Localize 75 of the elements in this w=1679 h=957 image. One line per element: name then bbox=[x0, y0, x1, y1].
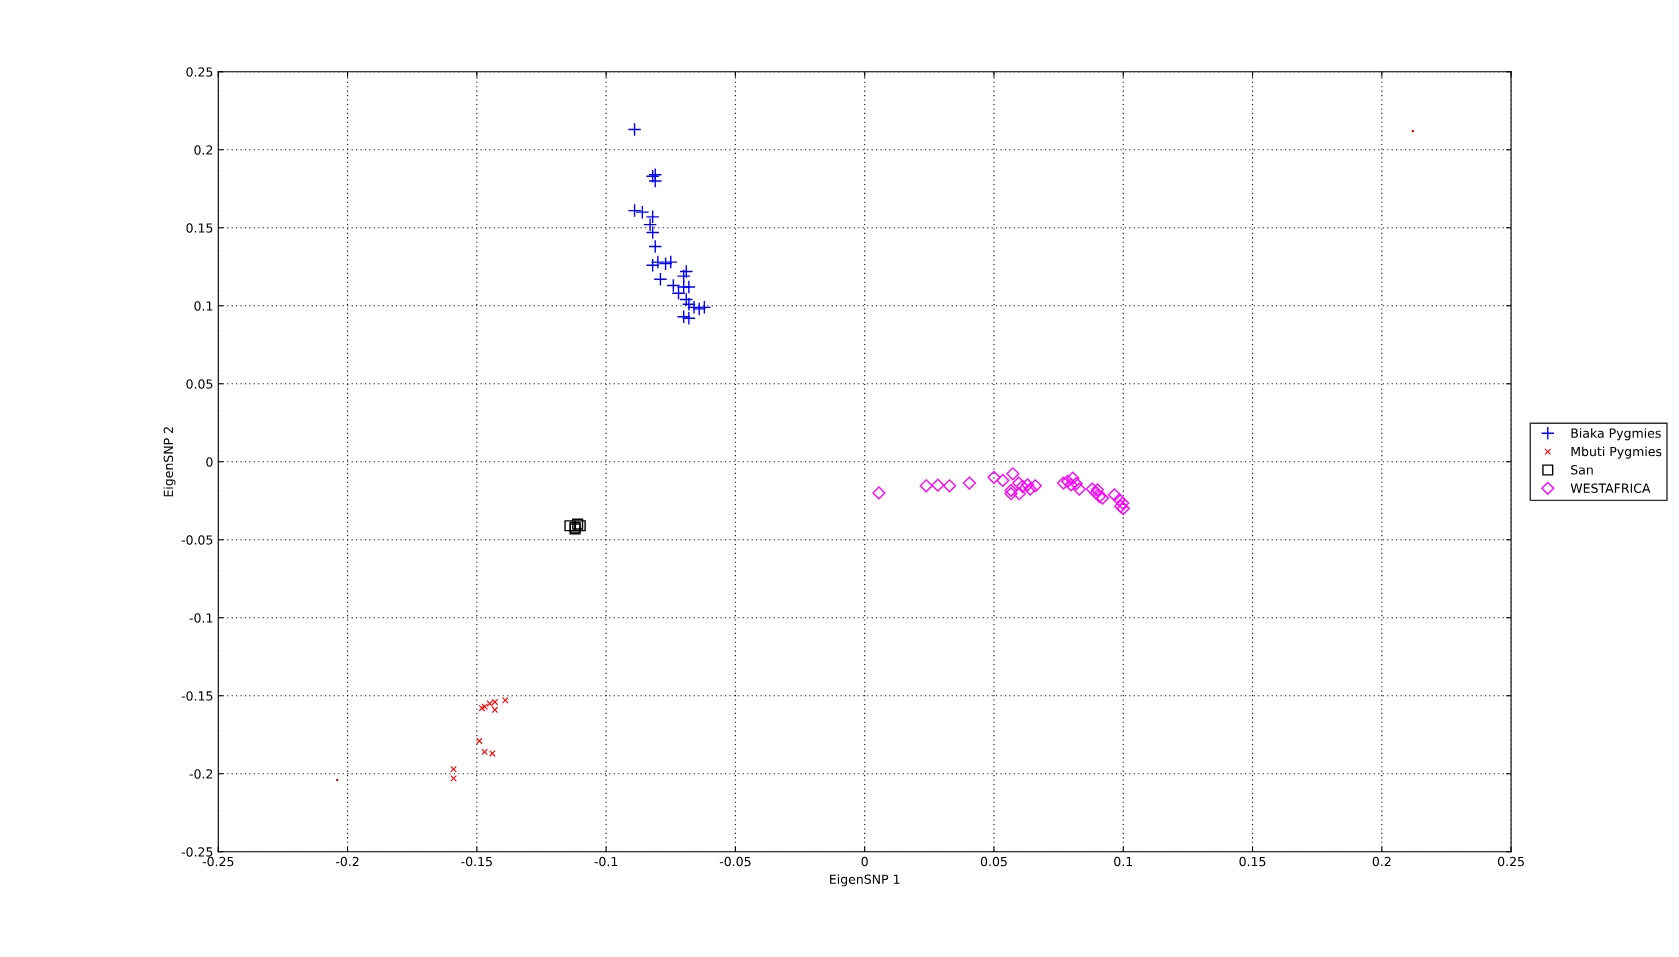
point bbox=[681, 311, 696, 326]
legend-label: Mbuti Pygmies bbox=[1571, 446, 1662, 459]
point bbox=[1020, 478, 1035, 492]
y-tick-label: -0.25 bbox=[181, 847, 213, 857]
y-tick-label: 0.15 bbox=[186, 223, 213, 233]
point bbox=[627, 203, 642, 218]
point bbox=[1004, 487, 1018, 501]
point bbox=[1107, 488, 1122, 502]
y-tick-label: -0.1 bbox=[189, 613, 213, 623]
point bbox=[1072, 482, 1086, 496]
x-tick-label: -0.05 bbox=[719, 856, 751, 867]
point bbox=[1085, 482, 1099, 496]
point bbox=[687, 300, 701, 315]
point bbox=[692, 301, 707, 316]
point bbox=[676, 269, 691, 284]
point bbox=[681, 297, 696, 312]
legend-label: WESTAFRICA bbox=[1570, 483, 1651, 493]
point bbox=[962, 476, 976, 490]
point bbox=[676, 309, 691, 324]
point bbox=[679, 292, 694, 307]
point bbox=[648, 239, 663, 254]
point bbox=[1006, 467, 1020, 481]
point bbox=[1012, 487, 1026, 501]
point bbox=[635, 205, 650, 220]
point bbox=[681, 280, 696, 294]
x-tick-label: 0 bbox=[861, 856, 868, 867]
x-axis-title: EigenSNP 1 bbox=[830, 874, 900, 887]
x-tick-label: -0.1 bbox=[594, 856, 618, 867]
y-tick-label: -0.15 bbox=[181, 691, 213, 701]
point bbox=[942, 479, 957, 493]
x-tick-label: 0.1 bbox=[1114, 856, 1133, 867]
point bbox=[564, 520, 576, 532]
y-tick-label: 0.2 bbox=[194, 145, 213, 155]
point bbox=[1004, 483, 1018, 498]
y-tick-label: 0 bbox=[206, 457, 213, 467]
point bbox=[476, 737, 483, 745]
y-tick-label: 0.25 bbox=[186, 67, 213, 77]
point bbox=[643, 217, 658, 232]
x-tick-label: -0.15 bbox=[461, 856, 492, 867]
point bbox=[1028, 479, 1042, 493]
point bbox=[697, 300, 712, 315]
y-tick-label: 0.05 bbox=[186, 379, 213, 389]
y-tick-label: -0.05 bbox=[181, 535, 213, 545]
point bbox=[872, 486, 886, 500]
x-tick-label: 0.25 bbox=[1498, 856, 1524, 867]
point bbox=[1069, 477, 1083, 491]
point bbox=[658, 256, 673, 271]
y-tick-label: 0.1 bbox=[194, 301, 213, 311]
point bbox=[666, 278, 681, 293]
point bbox=[627, 122, 642, 137]
legend-label: Biaka Pygmies bbox=[1571, 428, 1661, 441]
point bbox=[1064, 478, 1078, 492]
y-axis-title: EigenSNP 2 bbox=[163, 427, 176, 497]
x-tick-label: -0.25 bbox=[202, 856, 234, 867]
point bbox=[931, 478, 945, 492]
point bbox=[996, 473, 1010, 488]
legend-label: San bbox=[1571, 465, 1593, 475]
point bbox=[491, 706, 499, 714]
y-tick-label: -0.2 bbox=[189, 769, 213, 779]
point bbox=[679, 264, 694, 279]
x-tick-label: 0.05 bbox=[980, 856, 1007, 867]
x-tick-label: -0.2 bbox=[335, 856, 359, 867]
point bbox=[1056, 476, 1071, 490]
point bbox=[919, 479, 933, 493]
point bbox=[663, 255, 678, 270]
point bbox=[1023, 482, 1037, 496]
point bbox=[450, 765, 457, 773]
x-tick-label: 0.2 bbox=[1372, 856, 1391, 867]
x-tick-label: 0.15 bbox=[1239, 856, 1266, 867]
point bbox=[648, 174, 663, 188]
point bbox=[987, 470, 1001, 484]
point bbox=[1066, 471, 1080, 485]
point bbox=[645, 225, 660, 240]
point bbox=[653, 272, 668, 287]
point bbox=[645, 209, 660, 224]
